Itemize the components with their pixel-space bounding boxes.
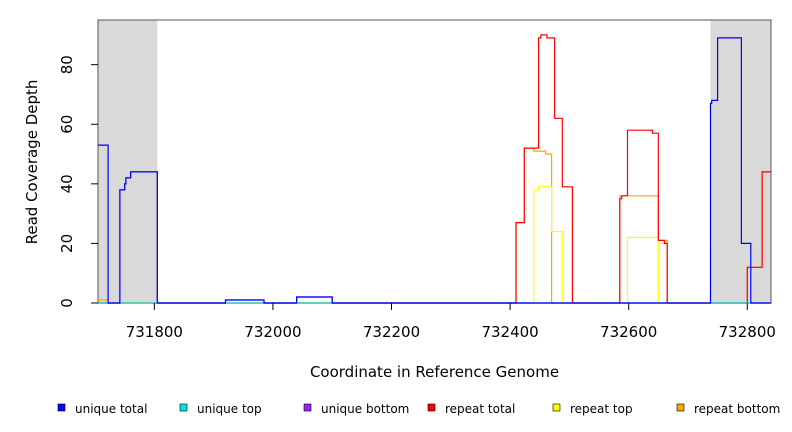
legend-swatch-unique-total: [57, 403, 66, 412]
y-axis: 0 20 40 60 80: [58, 55, 98, 308]
x-axis-title: Coordinate in Reference Genome: [310, 363, 559, 381]
x-tick-label: 732600: [600, 323, 657, 341]
series-line-repeat-top: [98, 186, 771, 304]
legend-label-unique-top: unique top: [197, 402, 262, 416]
legend-label-repeat-top: repeat top: [570, 402, 633, 416]
series-line-unique-bottom: [98, 171, 771, 304]
shaded-region: [710, 20, 771, 303]
legend-label-unique-bottom: unique bottom: [321, 402, 409, 416]
legend-label-unique-total: unique total: [75, 402, 147, 416]
x-tick-label: 732200: [363, 323, 420, 341]
legend-swatch-repeat-bottom: [676, 403, 685, 412]
x-axis: 731800 732000 732200 732400 732600 732800: [126, 303, 776, 341]
series-lines: [98, 34, 771, 304]
y-tick-label: 20: [58, 234, 76, 253]
y-tick-label: 60: [58, 115, 76, 134]
plot-frame: [97, 19, 772, 304]
shaded-region: [98, 20, 158, 303]
x-tick-label: 732400: [481, 323, 538, 341]
x-tick-label: 732000: [244, 323, 301, 341]
series-line-unique-total: [98, 37, 771, 304]
legend-label-repeat-bottom: repeat bottom: [694, 402, 780, 416]
y-tick-label: 80: [58, 55, 76, 74]
legend-swatch-repeat-top: [552, 403, 561, 412]
y-tick-label: 0: [58, 298, 76, 308]
series-line-repeat-bottom: [98, 147, 771, 304]
legend-swatch-unique-top: [179, 403, 188, 412]
legend-swatch-repeat-total: [427, 403, 436, 412]
x-tick-label: 732800: [719, 323, 776, 341]
shaded-regions: [98, 20, 771, 303]
legend: unique total unique top unique bottom repea…: [57, 402, 780, 416]
y-tick-label: 40: [58, 174, 76, 193]
legend-label-repeat-total: repeat total: [445, 402, 515, 416]
y-axis-title: Read Coverage Depth: [23, 80, 41, 245]
legend-swatch-unique-bottom: [303, 403, 312, 412]
series-line-repeat-total: [98, 34, 771, 304]
x-tick-label: 731800: [126, 323, 183, 341]
